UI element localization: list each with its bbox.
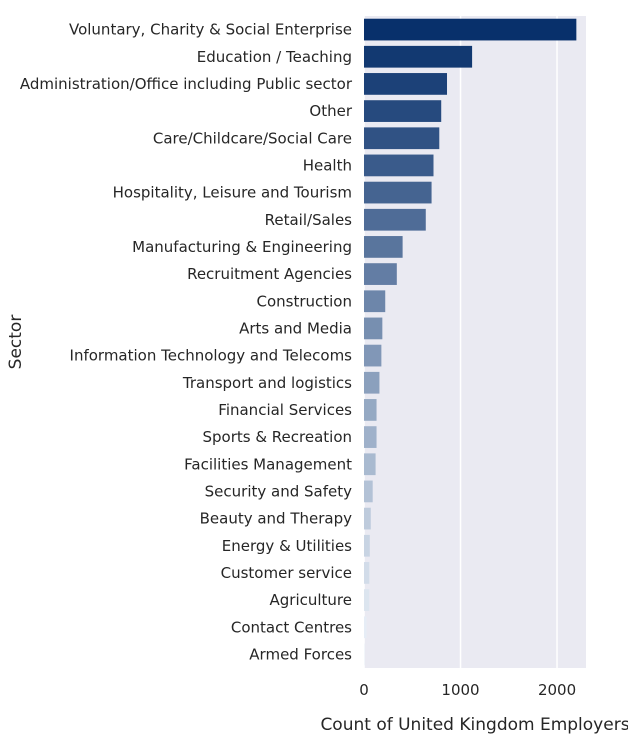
gridlines [363,16,558,668]
bar [364,18,577,41]
y-tick-label: Information Technology and Telecoms [70,347,353,365]
bar [364,426,377,448]
y-tick-label: Customer service [221,564,352,582]
bar [364,45,473,68]
y-tick-label: Health [303,156,352,174]
y-tick-label: Security and Safety [205,482,352,500]
plot-background [364,16,586,668]
bar [364,371,380,394]
x-axis-label: Count of United Kingdom Employers [320,715,628,735]
bar [364,127,440,150]
bar [364,154,434,177]
bar [364,236,403,258]
bar [364,507,371,530]
bar [364,589,370,611]
bar [364,480,373,503]
y-tick-label: Hospitality, Leisure and Tourism [113,184,352,202]
y-tick-label: Other [309,102,352,120]
bar [364,263,397,285]
bar [364,344,382,367]
bar [364,534,370,557]
bar [364,616,367,639]
bar [364,208,426,231]
y-tick-label: Contact Centres [231,618,352,636]
bar [364,399,377,421]
bar [364,562,370,584]
y-tick-label: Administration/Office including Public s… [20,75,353,93]
bar [364,181,432,204]
bar [364,317,383,340]
y-tick-label: Financial Services [218,401,352,419]
y-tick-label: Care/Childcare/Social Care [153,129,352,147]
y-axis-label: Sector [6,315,26,370]
y-tick-label: Facilities Management [184,455,352,473]
bar [364,73,448,95]
y-tick-label: Manufacturing & Engineering [132,238,352,256]
y-tick-labels: Voluntary, Charity & Social Enterprise Ed… [20,21,353,664]
y-tick-label: Education / Teaching [197,48,352,66]
y-tick-label: Construction [256,292,352,310]
bar [364,100,442,122]
bar [364,290,386,313]
y-tick-label: Energy & Utilities [222,537,352,555]
y-tick-label: Arts and Media [239,319,352,337]
y-tick-label: Voluntary, Charity & Social Enterprise [69,21,352,39]
y-tick-label: Beauty and Therapy [200,510,353,528]
y-tick-label: Retail/Sales [265,211,353,229]
x-tick-labels: 0 1000 2000 [359,681,576,699]
x-tick-label: 0 [359,681,369,699]
y-tick-label: Recruitment Agencies [187,265,352,283]
y-tick-label: Agriculture [270,591,353,609]
y-tick-label: Sports & Recreation [202,428,352,446]
bar [364,453,376,476]
x-tick-label: 2000 [538,681,576,699]
bars [364,18,577,666]
x-tick-label: 1000 [441,681,479,699]
y-tick-label: Transport and logistics [182,374,352,392]
y-tick-label: Armed Forces [249,645,352,663]
